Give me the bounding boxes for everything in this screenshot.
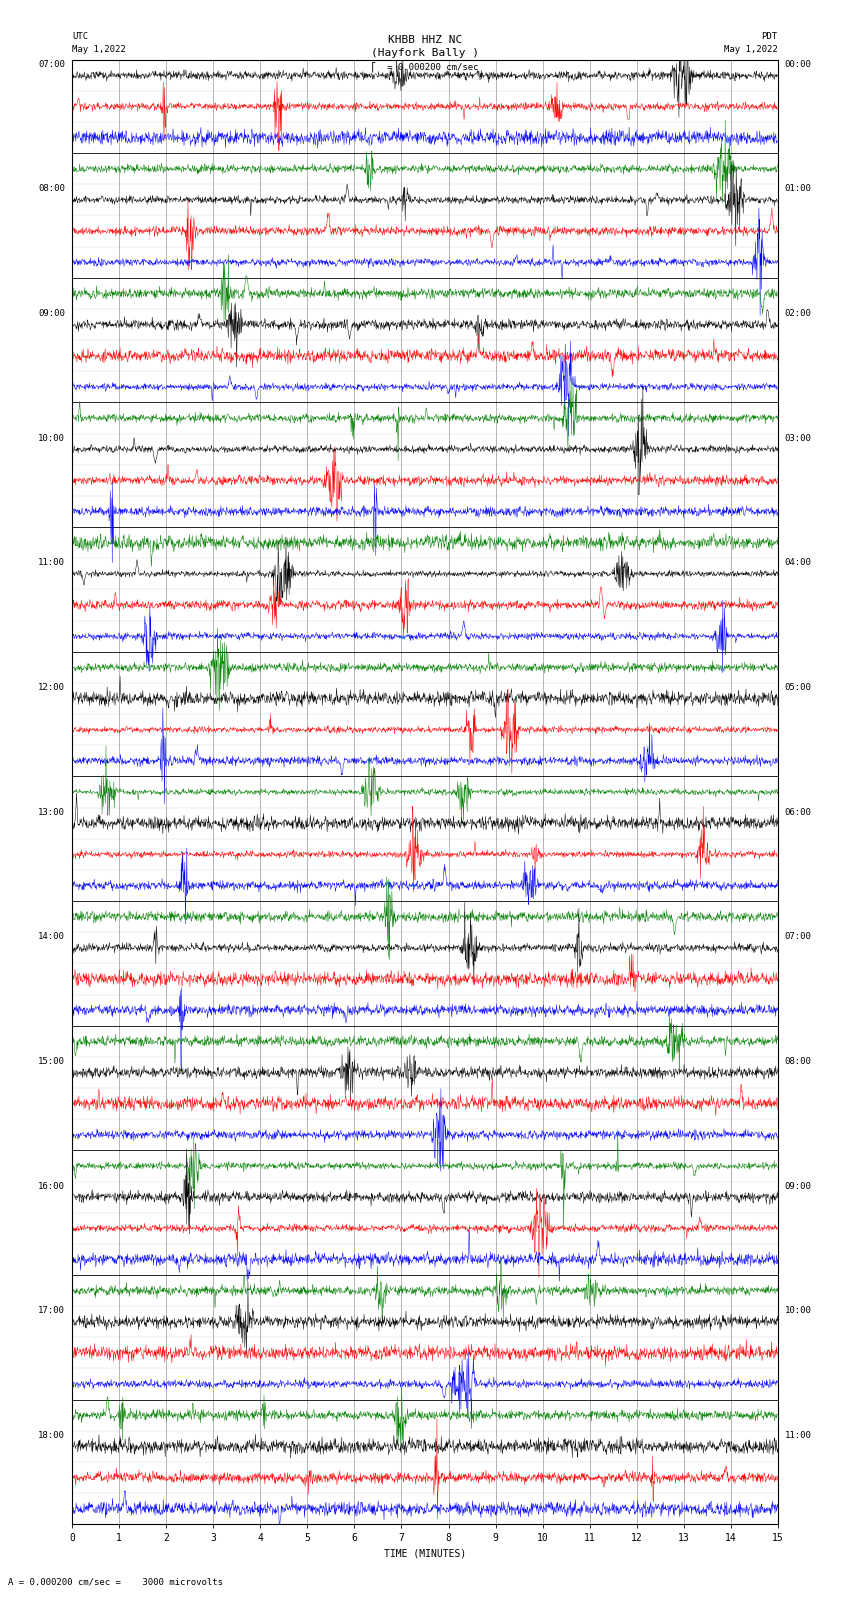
Text: ⎡  = 0.000200 cm/sec: ⎡ = 0.000200 cm/sec xyxy=(371,61,479,73)
Text: 07:00: 07:00 xyxy=(785,932,812,942)
Text: KHBB HHZ NC: KHBB HHZ NC xyxy=(388,35,462,45)
Text: 05:00: 05:00 xyxy=(785,682,812,692)
Text: 00:00: 00:00 xyxy=(785,60,812,69)
Text: (Hayfork Bally ): (Hayfork Bally ) xyxy=(371,48,479,58)
Text: 09:00: 09:00 xyxy=(38,310,65,318)
Text: 14:00: 14:00 xyxy=(38,932,65,942)
Text: 18:00: 18:00 xyxy=(38,1431,65,1440)
Text: May 1,2022: May 1,2022 xyxy=(724,45,778,55)
Text: 10:00: 10:00 xyxy=(785,1307,812,1315)
Text: 08:00: 08:00 xyxy=(38,184,65,194)
Text: 11:00: 11:00 xyxy=(38,558,65,568)
Text: 10:00: 10:00 xyxy=(38,434,65,442)
Text: 07:00: 07:00 xyxy=(38,60,65,69)
Text: 15:00: 15:00 xyxy=(38,1057,65,1066)
Text: 13:00: 13:00 xyxy=(38,808,65,816)
Text: A = 0.000200 cm/sec =    3000 microvolts: A = 0.000200 cm/sec = 3000 microvolts xyxy=(8,1578,224,1587)
X-axis label: TIME (MINUTES): TIME (MINUTES) xyxy=(384,1548,466,1558)
Text: 01:00: 01:00 xyxy=(785,184,812,194)
Text: 04:00: 04:00 xyxy=(785,558,812,568)
Text: 11:00: 11:00 xyxy=(785,1431,812,1440)
Text: 06:00: 06:00 xyxy=(785,808,812,816)
Text: 16:00: 16:00 xyxy=(38,1181,65,1190)
Text: 17:00: 17:00 xyxy=(38,1307,65,1315)
Text: 12:00: 12:00 xyxy=(38,682,65,692)
Text: 09:00: 09:00 xyxy=(785,1181,812,1190)
Text: 03:00: 03:00 xyxy=(785,434,812,442)
Text: PDT: PDT xyxy=(762,32,778,42)
Text: UTC: UTC xyxy=(72,32,88,42)
Text: 02:00: 02:00 xyxy=(785,310,812,318)
Text: May 1,2022: May 1,2022 xyxy=(72,45,126,55)
Text: 08:00: 08:00 xyxy=(785,1057,812,1066)
